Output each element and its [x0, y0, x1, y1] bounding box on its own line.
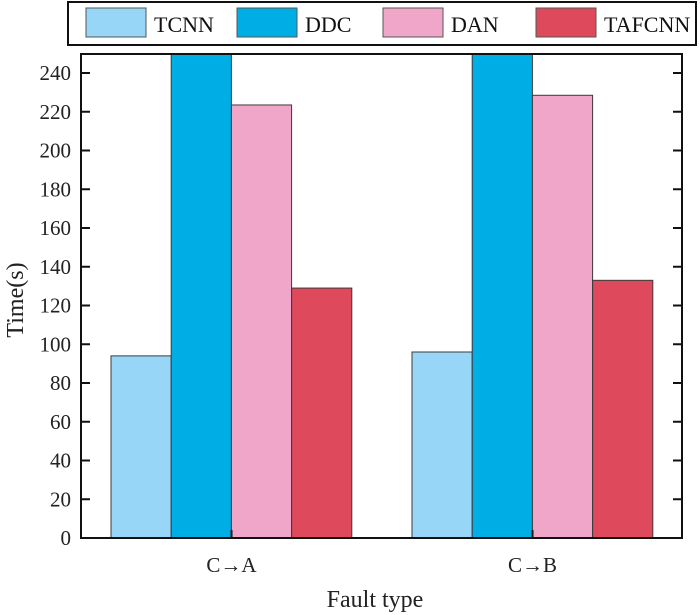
y-tick-label: 0 — [61, 526, 72, 550]
legend-label: DDC — [305, 12, 351, 37]
y-tick-label: 40 — [50, 449, 71, 473]
y-tick-label: 200 — [40, 139, 72, 163]
y-tick-label: 140 — [40, 255, 72, 279]
x-tick-label: C→B — [508, 553, 557, 577]
bars-group — [110, 54, 654, 538]
bar-ddc-0 — [170, 54, 232, 538]
y-tick-label: 20 — [50, 487, 71, 511]
plot-area: 0 20 40 60 80 100 120 140 160 180 200 220 240 C→A C→B — [40, 53, 683, 577]
legend-label: DAN — [451, 12, 499, 37]
y-axis-title: Time(s) — [3, 262, 29, 337]
legend-swatch — [85, 7, 147, 38]
x-tick-label: C→A — [206, 553, 257, 577]
y-tick-label: 100 — [40, 332, 72, 356]
y-tick-label: 120 — [40, 294, 72, 318]
bar-tcnn-0 — [110, 355, 172, 538]
y-tick-label: 220 — [40, 100, 72, 124]
y-tick-label: 80 — [50, 371, 71, 395]
y-tick-label: 180 — [40, 177, 72, 201]
axes-frame — [80, 53, 683, 539]
bar-ddc-1 — [471, 54, 533, 538]
x-axis-title: Fault type — [327, 587, 424, 613]
legend-item-tcnn: TCNN — [85, 7, 214, 38]
axes — [80, 53, 683, 539]
bar-tafcnn-1 — [592, 279, 654, 538]
legend-item-dan: DAN — [382, 7, 499, 38]
y-tick-label: 240 — [40, 61, 72, 85]
legend-item-tafcnn: TAFCNN — [535, 7, 690, 38]
legend: TCNN DDC DAN TAFCNN — [67, 1, 697, 46]
legend-swatch — [535, 7, 597, 38]
bar-tafcnn-0 — [291, 287, 353, 538]
legend-swatch — [382, 7, 444, 38]
legend-swatch — [236, 7, 298, 38]
y-ticks: 0 20 40 60 80 100 120 140 160 180 200 220 240 — [40, 61, 682, 550]
legend-item-ddc: DDC — [236, 7, 351, 38]
bar-dan-1 — [531, 94, 594, 538]
x-ticks: C→A C→B — [206, 530, 557, 577]
bar-dan-0 — [230, 104, 293, 538]
y-tick-label: 60 — [50, 410, 71, 434]
bar-tcnn-1 — [411, 351, 473, 538]
y-tick-label: 160 — [40, 216, 72, 240]
legend-label: TCNN — [154, 12, 214, 37]
legend-label: TAFCNN — [604, 12, 690, 37]
